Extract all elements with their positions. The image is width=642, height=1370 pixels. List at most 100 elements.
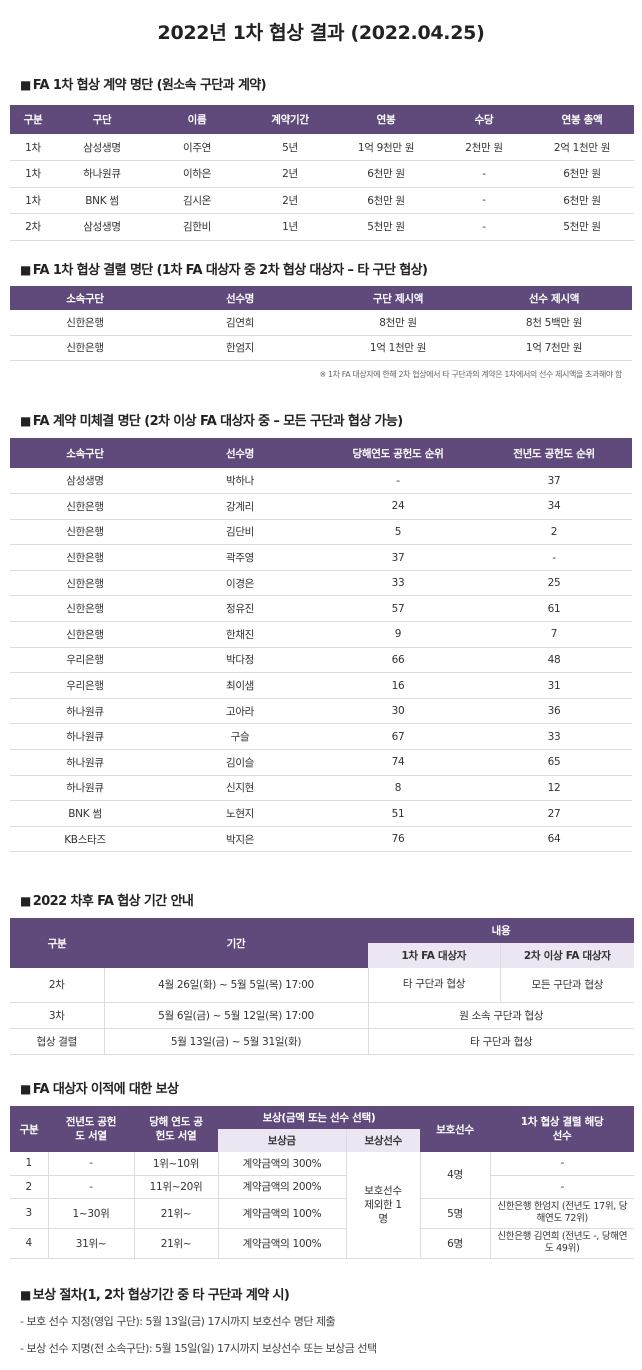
- table-cell: 신한은행: [10, 570, 160, 597]
- table-cell: 삼성생명: [56, 213, 148, 241]
- table-row: 삼성생명 박하나 -37: [10, 468, 632, 495]
- table-cell: 강계리: [160, 493, 320, 520]
- table-cell: 2차: [10, 213, 56, 241]
- table-cell: 박다정: [160, 647, 320, 674]
- table-cell: -: [489, 1152, 635, 1176]
- table-cell: BNK 썸: [56, 187, 148, 214]
- section-marker-6: ■: [20, 1288, 31, 1302]
- procedure-line-1: - 보호 선수 지정(영입 구단): 5월 13일(금) 17시까지 보호선수 …: [20, 1315, 336, 1328]
- table-cell: 하나원큐: [10, 775, 160, 802]
- table-cell: 5월 13일(금) ~ 5월 31일(화): [103, 1028, 368, 1055]
- table-row: 1 - 1위~10위 계약금액의 300% 보호선수 제외한 1명 4명 -: [10, 1152, 635, 1259]
- table-cell: -: [320, 468, 476, 495]
- table-cell: 이하은: [148, 160, 246, 188]
- table-row: 하나원큐 구슬 67 33: [10, 723, 632, 751]
- section-title-procedure-text: 보상 절차(1, 2차 협상기간 중 타 구단과 계약 시): [32, 1288, 290, 1303]
- table-row: 하나원큐 고아라 30 36: [10, 698, 632, 725]
- table-cell: 신한은행: [10, 519, 160, 546]
- table-cell: 33: [476, 723, 632, 751]
- table-cell: 정유진: [160, 595, 320, 623]
- section-title-schedule: ■ 2022 차후 FA 협상 기간 안내: [20, 890, 194, 909]
- table-row: 신한은행 정유진 57 61: [10, 595, 632, 623]
- table-cell: 21위~: [133, 1228, 218, 1259]
- table-cell: 57: [320, 595, 476, 623]
- table-cell: 신한은행: [10, 544, 160, 571]
- failed-table: 소속구단 선수명 구단 제시액 선수 제시액 신한은행 김연희 8천만 원 8천 5백…: [10, 286, 632, 361]
- table-cell: 61: [476, 595, 632, 623]
- table-cell: 1차: [10, 187, 56, 214]
- contracts-header-salary: 연봉: [334, 105, 438, 134]
- table-cell: 5명: [419, 1198, 491, 1229]
- table-cell: 2: [476, 519, 632, 546]
- table-row: 신한은행 김단비 5 2: [10, 519, 632, 546]
- table-cell: 51: [320, 800, 476, 827]
- table-cell: 21위~: [133, 1198, 218, 1229]
- contracts-header-team: 구단: [56, 105, 148, 134]
- table-row: 3 1~30위 21위~ 계약금액의 100% 5명 신한은행 한엄지 (전년도…: [10, 1198, 635, 1229]
- table-row: 1차 하나원큐 이하은 2년 6천만 원 -6천만 원: [10, 160, 634, 188]
- table-cell: 우리은행: [10, 672, 160, 699]
- table-cell: 하나원큐: [56, 160, 148, 188]
- table-cell: 곽주영: [160, 544, 320, 571]
- table-cell: 계약금액의 300%: [217, 1152, 346, 1176]
- table-row: 신한은행 한채진 9 7: [10, 621, 632, 648]
- table-cell: 8천 5백만 원: [476, 310, 632, 336]
- table-cell: 1차: [10, 160, 56, 188]
- section-marker-2: ■: [20, 263, 31, 277]
- table-cell: 신한은행: [10, 595, 160, 623]
- table-cell: 16: [320, 672, 476, 699]
- contracts-header-total: 연봉 총액: [530, 105, 634, 134]
- table-cell: 이주연: [148, 134, 246, 161]
- table-cell: 6천만 원: [530, 160, 634, 188]
- table-cell: 김시온: [148, 187, 246, 214]
- table-cell: 신한은행: [10, 621, 160, 648]
- table-cell: 타 구단과 협상: [367, 1028, 635, 1055]
- table-cell: 1: [10, 1152, 48, 1176]
- table-row: 2차 삼성생명 김한비 1년 5천만 원 -5천만 원: [10, 213, 634, 241]
- page-title: 2022년 1차 협상 결과 (2022.04.25): [157, 22, 485, 44]
- table-row: 우리은행 박다정 66 48: [10, 647, 632, 674]
- table-cell: 27: [476, 800, 632, 827]
- table-cell: 12: [476, 775, 632, 802]
- table-row: KB스타즈 박지은 76 64: [10, 826, 632, 853]
- table-cell: -: [438, 187, 530, 214]
- table-cell: 37: [476, 468, 632, 495]
- table-cell: 최이샘: [160, 672, 320, 699]
- table-row: 3차 5월 6일(금) ~ 5월 12일(목) 17:00 원 소속 구단과 협…: [10, 1002, 635, 1029]
- table-cell: -: [47, 1152, 134, 1176]
- comp-header-type: 구분: [10, 1106, 48, 1152]
- table-cell: 2차: [10, 968, 104, 1003]
- comp-header-prev: 전년도 공헌도 서열: [48, 1106, 134, 1152]
- table-cell: 한채진: [160, 621, 320, 648]
- table-row: 1차 삼성생명 이주연 5년 1억 9천만 원 2천만 원 2억 1천만 원: [10, 134, 634, 161]
- section-title-schedule-text: 2022 차후 FA 협상 기간 안내: [32, 894, 194, 909]
- table-cell: -: [438, 160, 530, 188]
- table-cell: 박지은: [160, 826, 320, 853]
- section-title-failed-text: FA 1차 협상 결렬 명단 (1차 FA 대상자 중 2차 협상 대상자 – …: [32, 263, 428, 278]
- table-cell: 5: [320, 519, 476, 546]
- failed-header-player-offer: 선수 제시액: [476, 286, 632, 310]
- contracts-table: 구분 구단 이름 계약기간 연봉 수당 연봉 총액 1차 삼성생명 이주연 5년 1억 …: [10, 105, 634, 241]
- table-row: 4 31위~ 21위~ 계약금액의 100% 6명 신한은행 김연희 (전년도 …: [10, 1228, 635, 1259]
- table-cell: 4명: [419, 1152, 491, 1199]
- table-cell: 8: [320, 775, 476, 802]
- table-cell: 5천만 원: [334, 213, 438, 241]
- table-row: 신한은행 한엄지 1억 1천만 원 1억 7천만 원: [10, 335, 632, 361]
- table-row: 신한은행 김연희 8천만 원 8천 5백만 원: [10, 310, 632, 336]
- table-cell: 64: [476, 826, 632, 853]
- schedule-header-content: 내용: [368, 918, 635, 943]
- table-cell: 고아라: [160, 698, 320, 725]
- table-cell: 신한은행 한엄지 (전년도 17위, 당해연도 72위): [489, 1198, 635, 1229]
- table-cell: 6천만 원: [334, 187, 438, 214]
- unsigned-table: 소속구단 선수명 당해연도 공헌도 순위 전년도 공헌도 순위 삼성생명 박하나 -…: [10, 438, 632, 853]
- section-title-unsigned: ■ FA 계약 미체결 명단 (2차 이상 FA 대상자 중 – 모든 구단과 협…: [20, 410, 403, 429]
- table-row: 우리은행 최이샘 16 31: [10, 672, 632, 699]
- failed-header-team-offer: 구단 제시액: [320, 286, 476, 310]
- table-cell: 김단비: [160, 519, 320, 546]
- table-cell: 김연희: [160, 310, 320, 336]
- section-title-compensation: ■ FA 대상자 이적에 대한 보상: [20, 1078, 179, 1097]
- table-cell: 1억 7천만 원: [476, 335, 632, 361]
- table-cell: 계약금액의 200%: [217, 1175, 346, 1199]
- table-row: 2 - 11위~20위 계약금액의 200% -: [10, 1175, 635, 1199]
- section-marker-3: ■: [20, 414, 31, 428]
